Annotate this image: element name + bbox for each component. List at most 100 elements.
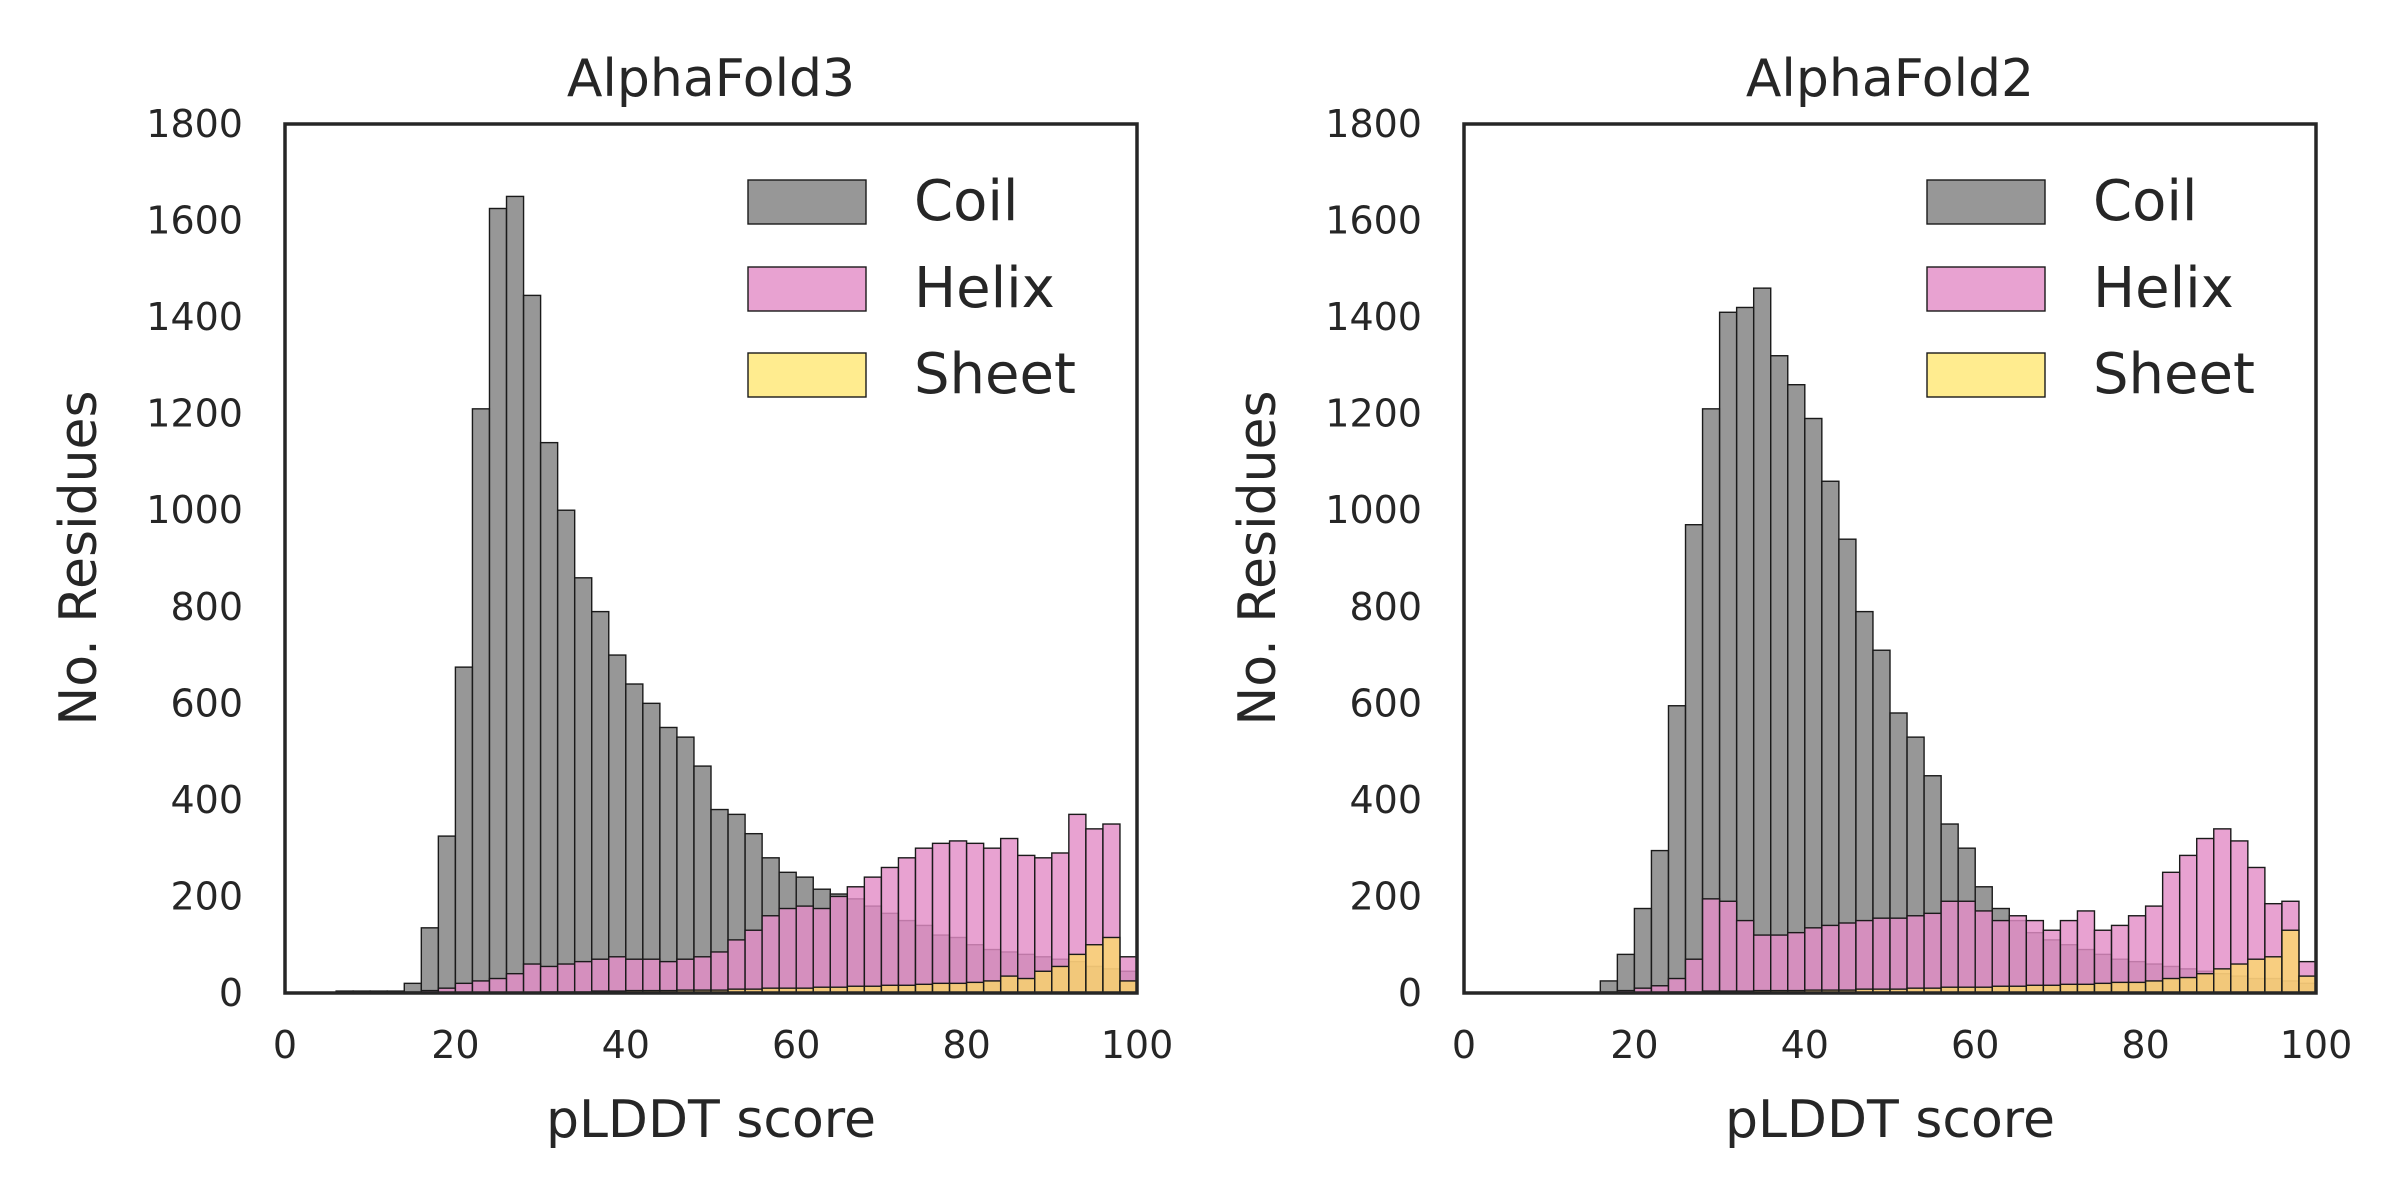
legend-swatch-coil (747, 179, 867, 225)
bar-sheet (1119, 980, 1138, 994)
legend-item-sheet: Sheet (747, 342, 1076, 407)
y-tick-label: 1000 (146, 488, 243, 532)
bar-sheet (2196, 972, 2215, 994)
bar-sheet (2161, 977, 2181, 994)
legend-swatch-sheet (747, 352, 867, 398)
x-tick-label: 80 (2121, 1023, 2169, 1067)
bar-helix (1906, 915, 1925, 994)
bar-helix (999, 837, 1019, 994)
x-tick-label: 60 (772, 1023, 820, 1067)
bar-helix (1735, 919, 1755, 994)
bar-sheet (1017, 977, 1036, 994)
plot-frame (1462, 122, 2318, 995)
histogram-bars (1599, 287, 2317, 994)
bar-helix (2144, 905, 2164, 994)
bar-helix (863, 876, 883, 994)
bar-sheet (2264, 956, 2283, 994)
bar-coil (625, 683, 644, 994)
bar-coil (437, 835, 457, 994)
y-tick-label: 1400 (1325, 295, 1422, 339)
legend-label-sheet: Sheet (914, 342, 1076, 407)
plot-frame (283, 122, 1139, 995)
bar-helix (1684, 958, 1704, 994)
y-tick-labels: 0 200 400 600 800 1000 1200 1400 1600 1800 (146, 102, 243, 1015)
bar-coil (659, 726, 678, 994)
bar-coil (522, 294, 542, 994)
bar-helix (1752, 934, 1772, 994)
bar-sheet (2230, 963, 2249, 994)
bar-helix (608, 956, 627, 994)
bar-helix (676, 958, 695, 994)
bar-sheet (1102, 936, 1121, 994)
y-tick-label: 0 (1398, 971, 1422, 1015)
bar-helix (1770, 934, 1789, 994)
y-tick-label: 800 (170, 585, 243, 629)
bar-helix (1838, 922, 1857, 994)
bar-helix (659, 960, 678, 994)
bar-helix (914, 847, 934, 994)
y-tick-label: 1800 (146, 102, 243, 146)
bar-helix (897, 857, 917, 994)
bar-sheet (1085, 944, 1104, 994)
bar-helix (727, 939, 746, 994)
y-tick-label: 600 (1349, 681, 1422, 725)
bar-helix (591, 958, 610, 994)
y-tick-label: 1400 (146, 295, 243, 339)
bar-coil (676, 736, 695, 994)
bar-coil (1667, 705, 1687, 994)
y-axis-label: No. Residues (1228, 390, 1288, 725)
bar-helix (1940, 900, 1959, 994)
bar-helix (1974, 910, 1993, 994)
bar-helix (744, 929, 763, 994)
x-tick-label: 0 (1452, 1023, 1476, 1067)
bar-helix (812, 907, 831, 994)
bar-coil (539, 441, 559, 994)
chart-panel-alphafold2: 0 200 400 600 800 1000 1200 1400 1600 1800 0 20 40 6… (1228, 49, 2352, 1150)
bar-coil (1718, 311, 1738, 994)
bar-coil (1684, 524, 1704, 994)
bar-helix (471, 980, 491, 994)
legend-item-helix: Helix (1926, 256, 2234, 321)
bar-helix (642, 958, 661, 994)
bar-coil (1787, 384, 1806, 994)
legend-swatch-sheet (1926, 352, 2046, 398)
x-tick-label: 20 (431, 1023, 479, 1067)
legend-swatch-helix (1926, 266, 2046, 312)
bar-sheet (982, 980, 1002, 994)
bar-helix (522, 963, 542, 994)
bar-coil (505, 195, 525, 994)
bar-helix (761, 915, 780, 994)
legend-label-helix: Helix (914, 256, 1055, 321)
bar-helix (573, 960, 593, 994)
bar-helix (795, 905, 814, 994)
x-tick-label: 60 (1951, 1023, 1999, 1067)
bar-coil (1735, 306, 1755, 994)
bar-coil (573, 577, 593, 994)
bar-helix (693, 956, 712, 994)
legend-item-coil: Coil (747, 169, 1018, 234)
bar-coil (608, 654, 627, 994)
bar-helix (556, 963, 576, 994)
bar-sheet (999, 975, 1019, 994)
bar-sheet (2178, 976, 2198, 994)
bar-helix (846, 886, 866, 994)
chart-title: AlphaFold2 (1746, 49, 2034, 109)
y-tick-label: 1600 (146, 199, 243, 243)
bar-helix (2059, 919, 2079, 994)
bar-helix (710, 951, 729, 994)
y-tick-label: 0 (219, 971, 243, 1015)
bar-helix (2127, 915, 2147, 994)
y-tick-label: 400 (1349, 778, 1422, 822)
x-tick-label: 100 (1101, 1023, 1174, 1067)
y-tick-label: 1600 (1325, 199, 1422, 243)
bar-coil (591, 610, 610, 994)
x-axis-label: pLDDT score (1725, 1090, 2055, 1150)
bar-helix (539, 965, 559, 994)
bar-coil (1599, 980, 1619, 994)
bar-helix (488, 977, 508, 994)
bar-sheet (2213, 968, 2232, 994)
bar-helix (1923, 912, 1942, 994)
legend-label-sheet: Sheet (2093, 342, 2255, 407)
histogram-bars (335, 195, 1138, 994)
